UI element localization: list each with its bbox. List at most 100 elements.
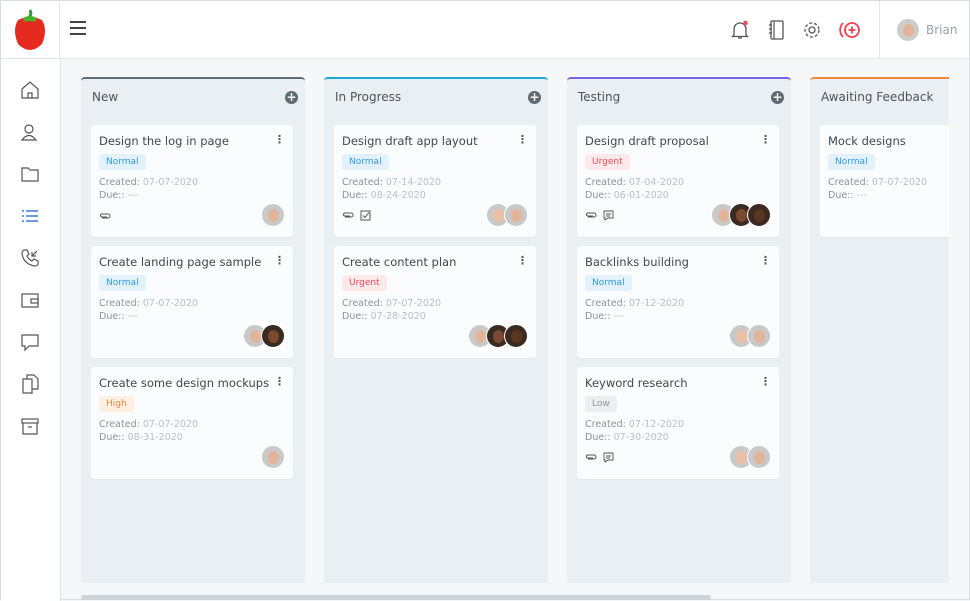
more-options-icon[interactable]: ⋮ xyxy=(274,254,285,267)
card-title: Create content plan xyxy=(342,255,457,269)
more-options-icon[interactable]: ⋮ xyxy=(274,133,285,146)
list-icon[interactable] xyxy=(19,205,41,227)
assignee-avatar[interactable] xyxy=(504,203,528,227)
bell-icon[interactable] xyxy=(729,19,751,41)
paperclip-icon xyxy=(585,452,597,466)
priority-badge: Normal xyxy=(99,275,146,291)
column-header: Testing + xyxy=(567,79,791,115)
created-date: Created: 07-07-2020 xyxy=(828,177,928,188)
due-date: Due:: 07-28-2020 xyxy=(342,311,426,322)
phone-icon[interactable] xyxy=(19,247,41,269)
column-header: New + xyxy=(81,79,305,115)
assignee-avatar[interactable] xyxy=(747,203,771,227)
assignee-avatar[interactable] xyxy=(504,324,528,348)
contacts-icon[interactable] xyxy=(19,121,41,143)
due-date: Due:: --- xyxy=(585,311,624,322)
archive-icon[interactable] xyxy=(19,415,41,437)
created-date: Created: 07-12-2020 xyxy=(585,298,685,309)
priority-badge: Normal xyxy=(828,154,875,170)
more-options-icon[interactable]: ⋮ xyxy=(760,133,771,146)
more-options-icon[interactable]: ⋮ xyxy=(274,375,285,388)
app-logo[interactable] xyxy=(1,1,60,59)
created-date: Created: 07-07-2020 xyxy=(99,177,199,188)
assignee-avatar[interactable] xyxy=(261,203,285,227)
menu-toggle-button[interactable] xyxy=(70,21,86,35)
card-title: Design draft app layout xyxy=(342,134,478,148)
avatar xyxy=(896,18,920,42)
task-card[interactable]: Backlinks building ⋮ Normal Created: 07-… xyxy=(577,246,779,358)
more-options-icon[interactable]: ⋮ xyxy=(760,375,771,388)
due-date: Due:: --- xyxy=(99,311,138,322)
user-name: Brian xyxy=(926,23,958,37)
notebook-icon[interactable] xyxy=(766,19,788,41)
column-title: Testing xyxy=(578,90,621,104)
card-title: Create some design mockups xyxy=(99,376,270,390)
paperclip-icon xyxy=(585,210,597,224)
priority-badge: Urgent xyxy=(342,275,387,291)
add-circle-icon[interactable] xyxy=(837,19,863,41)
column-testing: Testing + Design draft proposal ⋮ Urgent C… xyxy=(567,77,791,583)
column-header: In Progress + xyxy=(324,79,548,115)
priority-badge: Urgent xyxy=(585,154,630,170)
user-menu[interactable]: Brian xyxy=(879,1,969,59)
top-bar: Brian xyxy=(1,1,969,59)
card-title: Mock designs xyxy=(828,134,906,148)
due-date: Due:: 08-24-2020 xyxy=(342,190,426,201)
column-awaiting-feedback: Awaiting Feedback Mock designs ⋮ Normal C… xyxy=(810,77,949,583)
created-date: Created: 07-07-2020 xyxy=(99,419,199,430)
priority-badge: Normal xyxy=(585,275,632,291)
task-card[interactable]: Design draft proposal ⋮ Urgent Created: … xyxy=(577,125,779,237)
column-title: Awaiting Feedback xyxy=(821,90,934,104)
add-card-icon[interactable]: + xyxy=(285,89,298,104)
home-icon[interactable] xyxy=(19,79,41,101)
chat-icon[interactable] xyxy=(19,331,41,353)
task-card[interactable]: Design draft app layout ⋮ Normal Created… xyxy=(334,125,536,237)
folder-icon[interactable] xyxy=(19,163,41,185)
checkbox-icon xyxy=(360,210,371,224)
comment-icon xyxy=(603,452,614,466)
add-card-icon[interactable]: + xyxy=(771,89,784,104)
due-date: Due:: --- xyxy=(99,190,138,201)
add-card-icon[interactable]: + xyxy=(528,89,541,104)
gear-icon[interactable] xyxy=(801,19,823,41)
due-date: Due:: --- xyxy=(828,190,867,201)
priority-badge: Normal xyxy=(99,154,146,170)
task-card[interactable]: Mock designs ⋮ Normal Created: 07-07-202… xyxy=(820,125,949,237)
card-title: Design draft proposal xyxy=(585,134,709,148)
created-date: Created: 07-04-2020 xyxy=(585,177,685,188)
due-date: Due:: 07-30-2020 xyxy=(585,432,669,443)
created-date: Created: 07-12-2020 xyxy=(585,419,685,430)
paperclip-icon xyxy=(99,211,111,224)
due-date: Due:: 06-01-2020 xyxy=(585,190,669,201)
column-new: New + Design the log in page ⋮ Normal Crea… xyxy=(81,77,305,583)
assignee-avatar[interactable] xyxy=(747,445,771,469)
priority-badge: Low xyxy=(585,396,617,412)
documents-icon[interactable] xyxy=(19,373,41,395)
column-title: New xyxy=(92,90,119,104)
card-title: Backlinks building xyxy=(585,255,689,269)
task-card[interactable]: Design the log in page ⋮ Normal Created:… xyxy=(91,125,293,237)
more-options-icon[interactable]: ⋮ xyxy=(760,254,771,267)
sidebar xyxy=(1,59,61,601)
column-title: In Progress xyxy=(335,90,402,104)
column-header: Awaiting Feedback xyxy=(810,79,949,115)
task-card[interactable]: Create landing page sample ⋮ Normal Crea… xyxy=(91,246,293,358)
card-title: Keyword research xyxy=(585,376,688,390)
task-card[interactable]: Create content plan ⋮ Urgent Created: 07… xyxy=(334,246,536,358)
horizontal-scrollbar[interactable] xyxy=(81,595,711,600)
task-card[interactable]: Keyword research ⋮ Low Created: 07-12-20… xyxy=(577,367,779,479)
wallet-icon[interactable] xyxy=(19,289,41,311)
task-card[interactable]: Create some design mockups ⋮ High Create… xyxy=(91,367,293,479)
created-date: Created: 07-07-2020 xyxy=(342,298,442,309)
card-title: Create landing page sample xyxy=(99,255,262,269)
comment-icon xyxy=(603,210,614,224)
more-options-icon[interactable]: ⋮ xyxy=(517,133,528,146)
card-title: Design the log in page xyxy=(99,134,229,148)
more-options-icon[interactable]: ⋮ xyxy=(517,254,528,267)
assignee-avatar[interactable] xyxy=(261,324,285,348)
created-date: Created: 07-07-2020 xyxy=(99,298,199,309)
assignee-avatar[interactable] xyxy=(261,445,285,469)
kanban-board: New + Design the log in page ⋮ Normal Crea… xyxy=(61,59,949,599)
assignee-avatar[interactable] xyxy=(747,324,771,348)
priority-badge: High xyxy=(99,396,134,412)
